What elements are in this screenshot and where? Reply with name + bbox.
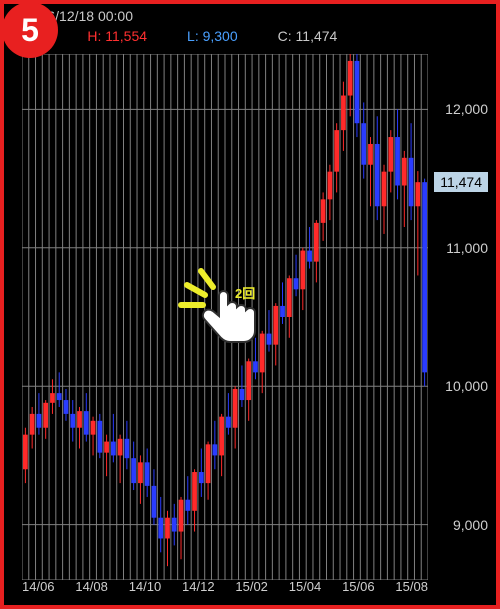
x-tick-label: 14/10 [129, 579, 162, 599]
ohlc-high: H: 11,554 [87, 28, 147, 44]
x-tick-label: 15/06 [342, 579, 375, 599]
x-tick-label: 14/08 [75, 579, 108, 599]
y-tick-label: 10,000 [445, 378, 488, 394]
x-tick-label: 15/02 [235, 579, 268, 599]
x-tick-label: 14/06 [22, 579, 55, 599]
ohlc-bar: 504 H: 11,554 L: 9,300 C: 11,474 [24, 28, 337, 44]
x-tick-label: 15/04 [289, 579, 322, 599]
chart-svg [22, 54, 428, 580]
current-price-tag: 11,474 [434, 172, 488, 192]
chart-frame: 5 2016/12/18 00:00 504 H: 11,554 L: 9,30… [0, 0, 500, 609]
ohlc-close: C: 11,474 [278, 28, 338, 44]
step-badge: 5 [2, 2, 58, 58]
y-tick-label: 11,000 [446, 240, 488, 256]
y-axis: 9,000 10,000 11,000 12,000 11,474 [428, 54, 488, 580]
y-tick-label: 12,000 [445, 101, 488, 117]
ohlc-low: L: 9,300 [187, 28, 238, 44]
x-tick-label: 14/12 [182, 579, 215, 599]
x-axis: 14/06 14/08 14/10 14/12 15/02 15/04 15/06 15/08 [22, 579, 428, 599]
y-tick-label: 9,000 [453, 517, 488, 533]
x-tick-label: 15/08 [395, 579, 428, 599]
candlestick-chart[interactable] [22, 54, 428, 580]
